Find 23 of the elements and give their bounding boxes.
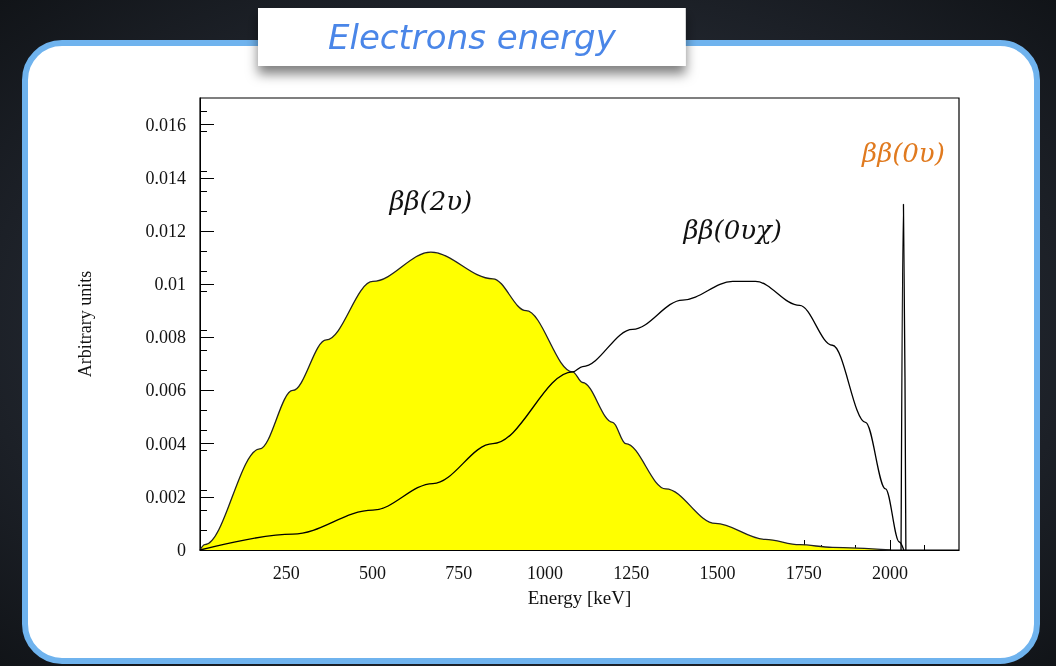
x-tick-label: 250 [272, 563, 300, 583]
y-tick-label: 0.014 [145, 167, 186, 188]
x-axis-title: Energy [keV] [527, 587, 632, 608]
y-tick-label: 0 [177, 540, 186, 560]
y-tick-label: 0.006 [145, 380, 186, 401]
series-label: ββ(0υ) [861, 138, 945, 169]
x-tick-label: 1750 [785, 563, 822, 583]
x-tick-label: 500 [359, 563, 386, 583]
y-tick-label: 0.008 [145, 327, 186, 348]
x-tick-label: 1250 [613, 563, 650, 583]
x-tick-label: 2000 [872, 563, 908, 583]
y-tick-label: 0.004 [145, 433, 186, 454]
series-label: ββ(2υ) [388, 186, 473, 217]
x-tick-label: 750 [445, 563, 473, 583]
y-tick-label: 0.002 [145, 486, 186, 507]
chart-title: Electrons energy [328, 17, 617, 57]
series-label: ββ(0υχ) [682, 215, 782, 246]
y-tick-label: 0.016 [145, 114, 186, 135]
y-tick-label: 0.01 [154, 274, 186, 295]
x-tick-label: 1500 [699, 563, 736, 583]
x-tick-label: 1000 [527, 563, 563, 583]
y-tick-label: 0.012 [145, 220, 186, 241]
y-axis-title: Arbitrary units [75, 270, 95, 378]
